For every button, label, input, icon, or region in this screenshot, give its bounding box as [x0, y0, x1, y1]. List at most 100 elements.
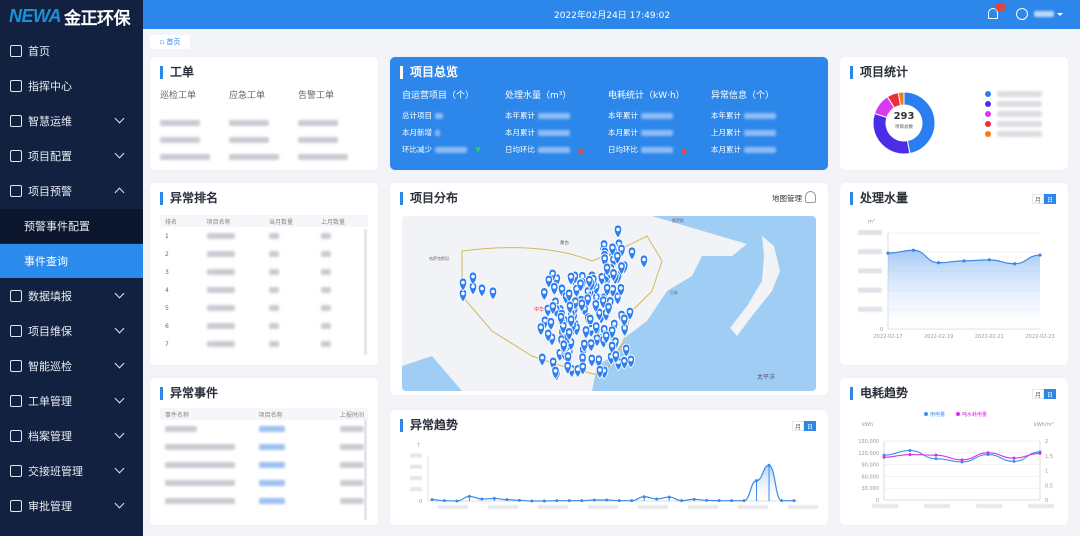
- toggle-month[interactable]: 月: [1032, 194, 1044, 204]
- data-point[interactable]: [667, 495, 671, 499]
- map-pin-icon[interactable]: [538, 352, 547, 367]
- map-pin-icon[interactable]: [585, 274, 594, 289]
- map-pin-icon[interactable]: [556, 311, 566, 326]
- map-pin-icon[interactable]: [620, 356, 629, 371]
- data-point[interactable]: [908, 448, 912, 452]
- map-pin-icon[interactable]: [551, 365, 560, 380]
- map-pin-icon[interactable]: [550, 282, 559, 297]
- scrollbar[interactable]: [364, 229, 367, 355]
- data-point[interactable]: [605, 498, 609, 502]
- breadcrumb-tab-home[interactable]: ▫ 首页: [150, 35, 190, 49]
- data-point[interactable]: [517, 498, 521, 502]
- data-point[interactable]: [911, 248, 915, 252]
- map-pin-icon[interactable]: [622, 343, 631, 358]
- toggle-day[interactable]: 日: [1044, 389, 1056, 399]
- sidebar-item-0[interactable]: 首页: [0, 34, 143, 68]
- sidebar-item-4[interactable]: 项目预警: [0, 174, 143, 208]
- chevron-down-icon[interactable]: [114, 358, 125, 369]
- map-pin-icon[interactable]: [458, 277, 468, 292]
- map-pin-icon[interactable]: [587, 353, 596, 368]
- map-pin-icon[interactable]: [616, 283, 626, 298]
- sidebar-item-1[interactable]: 指挥中心: [0, 69, 143, 103]
- map-pin-icon[interactable]: [595, 307, 604, 322]
- chevron-up-icon[interactable]: [114, 187, 125, 198]
- data-point[interactable]: [908, 453, 912, 457]
- map-pin-icon[interactable]: [581, 325, 591, 340]
- data-point[interactable]: [542, 499, 546, 503]
- data-point[interactable]: [692, 497, 696, 501]
- map-pin-icon[interactable]: [594, 354, 603, 369]
- table-row[interactable]: 6: [160, 317, 368, 335]
- data-point[interactable]: [1012, 459, 1016, 463]
- data-point[interactable]: [455, 499, 459, 503]
- chevron-down-icon[interactable]: [114, 148, 125, 159]
- map-pin-icon[interactable]: [586, 338, 596, 353]
- data-point[interactable]: [730, 499, 734, 503]
- data-point[interactable]: [962, 259, 966, 263]
- data-point[interactable]: [530, 499, 534, 503]
- data-point[interactable]: [882, 453, 886, 457]
- map-pin-icon[interactable]: [536, 322, 546, 337]
- table-row[interactable]: [160, 420, 368, 438]
- data-point[interactable]: [886, 251, 890, 255]
- map-pin-icon[interactable]: [580, 338, 589, 353]
- data-point[interactable]: [480, 497, 484, 501]
- map-pin-icon[interactable]: [565, 327, 574, 342]
- data-point[interactable]: [780, 499, 784, 503]
- toggle-month[interactable]: 月: [1032, 389, 1044, 399]
- data-point[interactable]: [442, 499, 446, 503]
- map-pin-icon[interactable]: [639, 254, 649, 269]
- data-point[interactable]: [937, 261, 941, 265]
- toggle-day[interactable]: 日: [804, 421, 816, 431]
- map-manage-icon[interactable]: [805, 191, 816, 203]
- data-point[interactable]: [592, 498, 596, 502]
- data-point[interactable]: [1012, 456, 1016, 460]
- data-point[interactable]: [767, 463, 771, 467]
- donut-slice-4[interactable]: [897, 91, 905, 106]
- data-point[interactable]: [430, 498, 434, 502]
- map-manage-link[interactable]: 地图管理: [772, 194, 802, 203]
- donut-slice-0[interactable]: [903, 91, 936, 155]
- map-pin-icon[interactable]: [548, 301, 558, 316]
- map-pin-icon[interactable]: [627, 246, 637, 261]
- sidebar-item-5[interactable]: 预警事件配置: [0, 209, 143, 243]
- map-pin-icon[interactable]: [604, 301, 613, 316]
- china-map[interactable]: 蒙古 中华人 太平洋 日本 哈萨克斯坦 俄罗斯: [402, 216, 816, 391]
- toggle-month[interactable]: 月: [792, 421, 804, 431]
- map-pin-icon[interactable]: [549, 356, 558, 371]
- sidebar-item-6[interactable]: 事件查询: [0, 244, 143, 278]
- data-point[interactable]: [580, 499, 584, 503]
- sidebar-item-13[interactable]: 审批管理: [0, 489, 143, 523]
- map-pin-icon[interactable]: [617, 261, 626, 276]
- map-pin-icon[interactable]: [592, 321, 601, 336]
- chevron-down-icon[interactable]: [114, 393, 125, 404]
- scrollbar[interactable]: [364, 420, 367, 520]
- chevron-down-icon[interactable]: [114, 288, 125, 299]
- map-pin-icon[interactable]: [477, 283, 487, 298]
- data-point[interactable]: [934, 457, 938, 461]
- sidebar-item-10[interactable]: 工单管理: [0, 384, 143, 418]
- project-link[interactable]: [254, 462, 323, 469]
- data-point[interactable]: [680, 499, 684, 503]
- project-link[interactable]: [254, 426, 323, 433]
- toggle-day[interactable]: 日: [1044, 194, 1056, 204]
- data-point[interactable]: [792, 499, 796, 503]
- table-row[interactable]: [160, 474, 368, 492]
- sidebar-item-3[interactable]: 项目配置: [0, 139, 143, 173]
- map-pin-icon[interactable]: [591, 299, 600, 314]
- table-row[interactable]: 4: [160, 281, 368, 299]
- data-point[interactable]: [986, 451, 990, 455]
- chevron-down-icon[interactable]: [114, 113, 125, 124]
- data-point[interactable]: [617, 499, 621, 503]
- data-point[interactable]: [1038, 253, 1042, 257]
- map-pin-icon[interactable]: [488, 286, 498, 301]
- map-pin-icon[interactable]: [546, 317, 556, 332]
- map-pin-icon[interactable]: [602, 330, 611, 345]
- map-pin-icon[interactable]: [586, 313, 595, 328]
- map-pin-icon[interactable]: [576, 278, 585, 293]
- chevron-down-icon[interactable]: [114, 323, 125, 334]
- map-pin-icon[interactable]: [566, 314, 576, 329]
- chevron-down-icon[interactable]: [114, 463, 125, 474]
- project-link[interactable]: [254, 480, 323, 487]
- project-link[interactable]: [254, 444, 323, 451]
